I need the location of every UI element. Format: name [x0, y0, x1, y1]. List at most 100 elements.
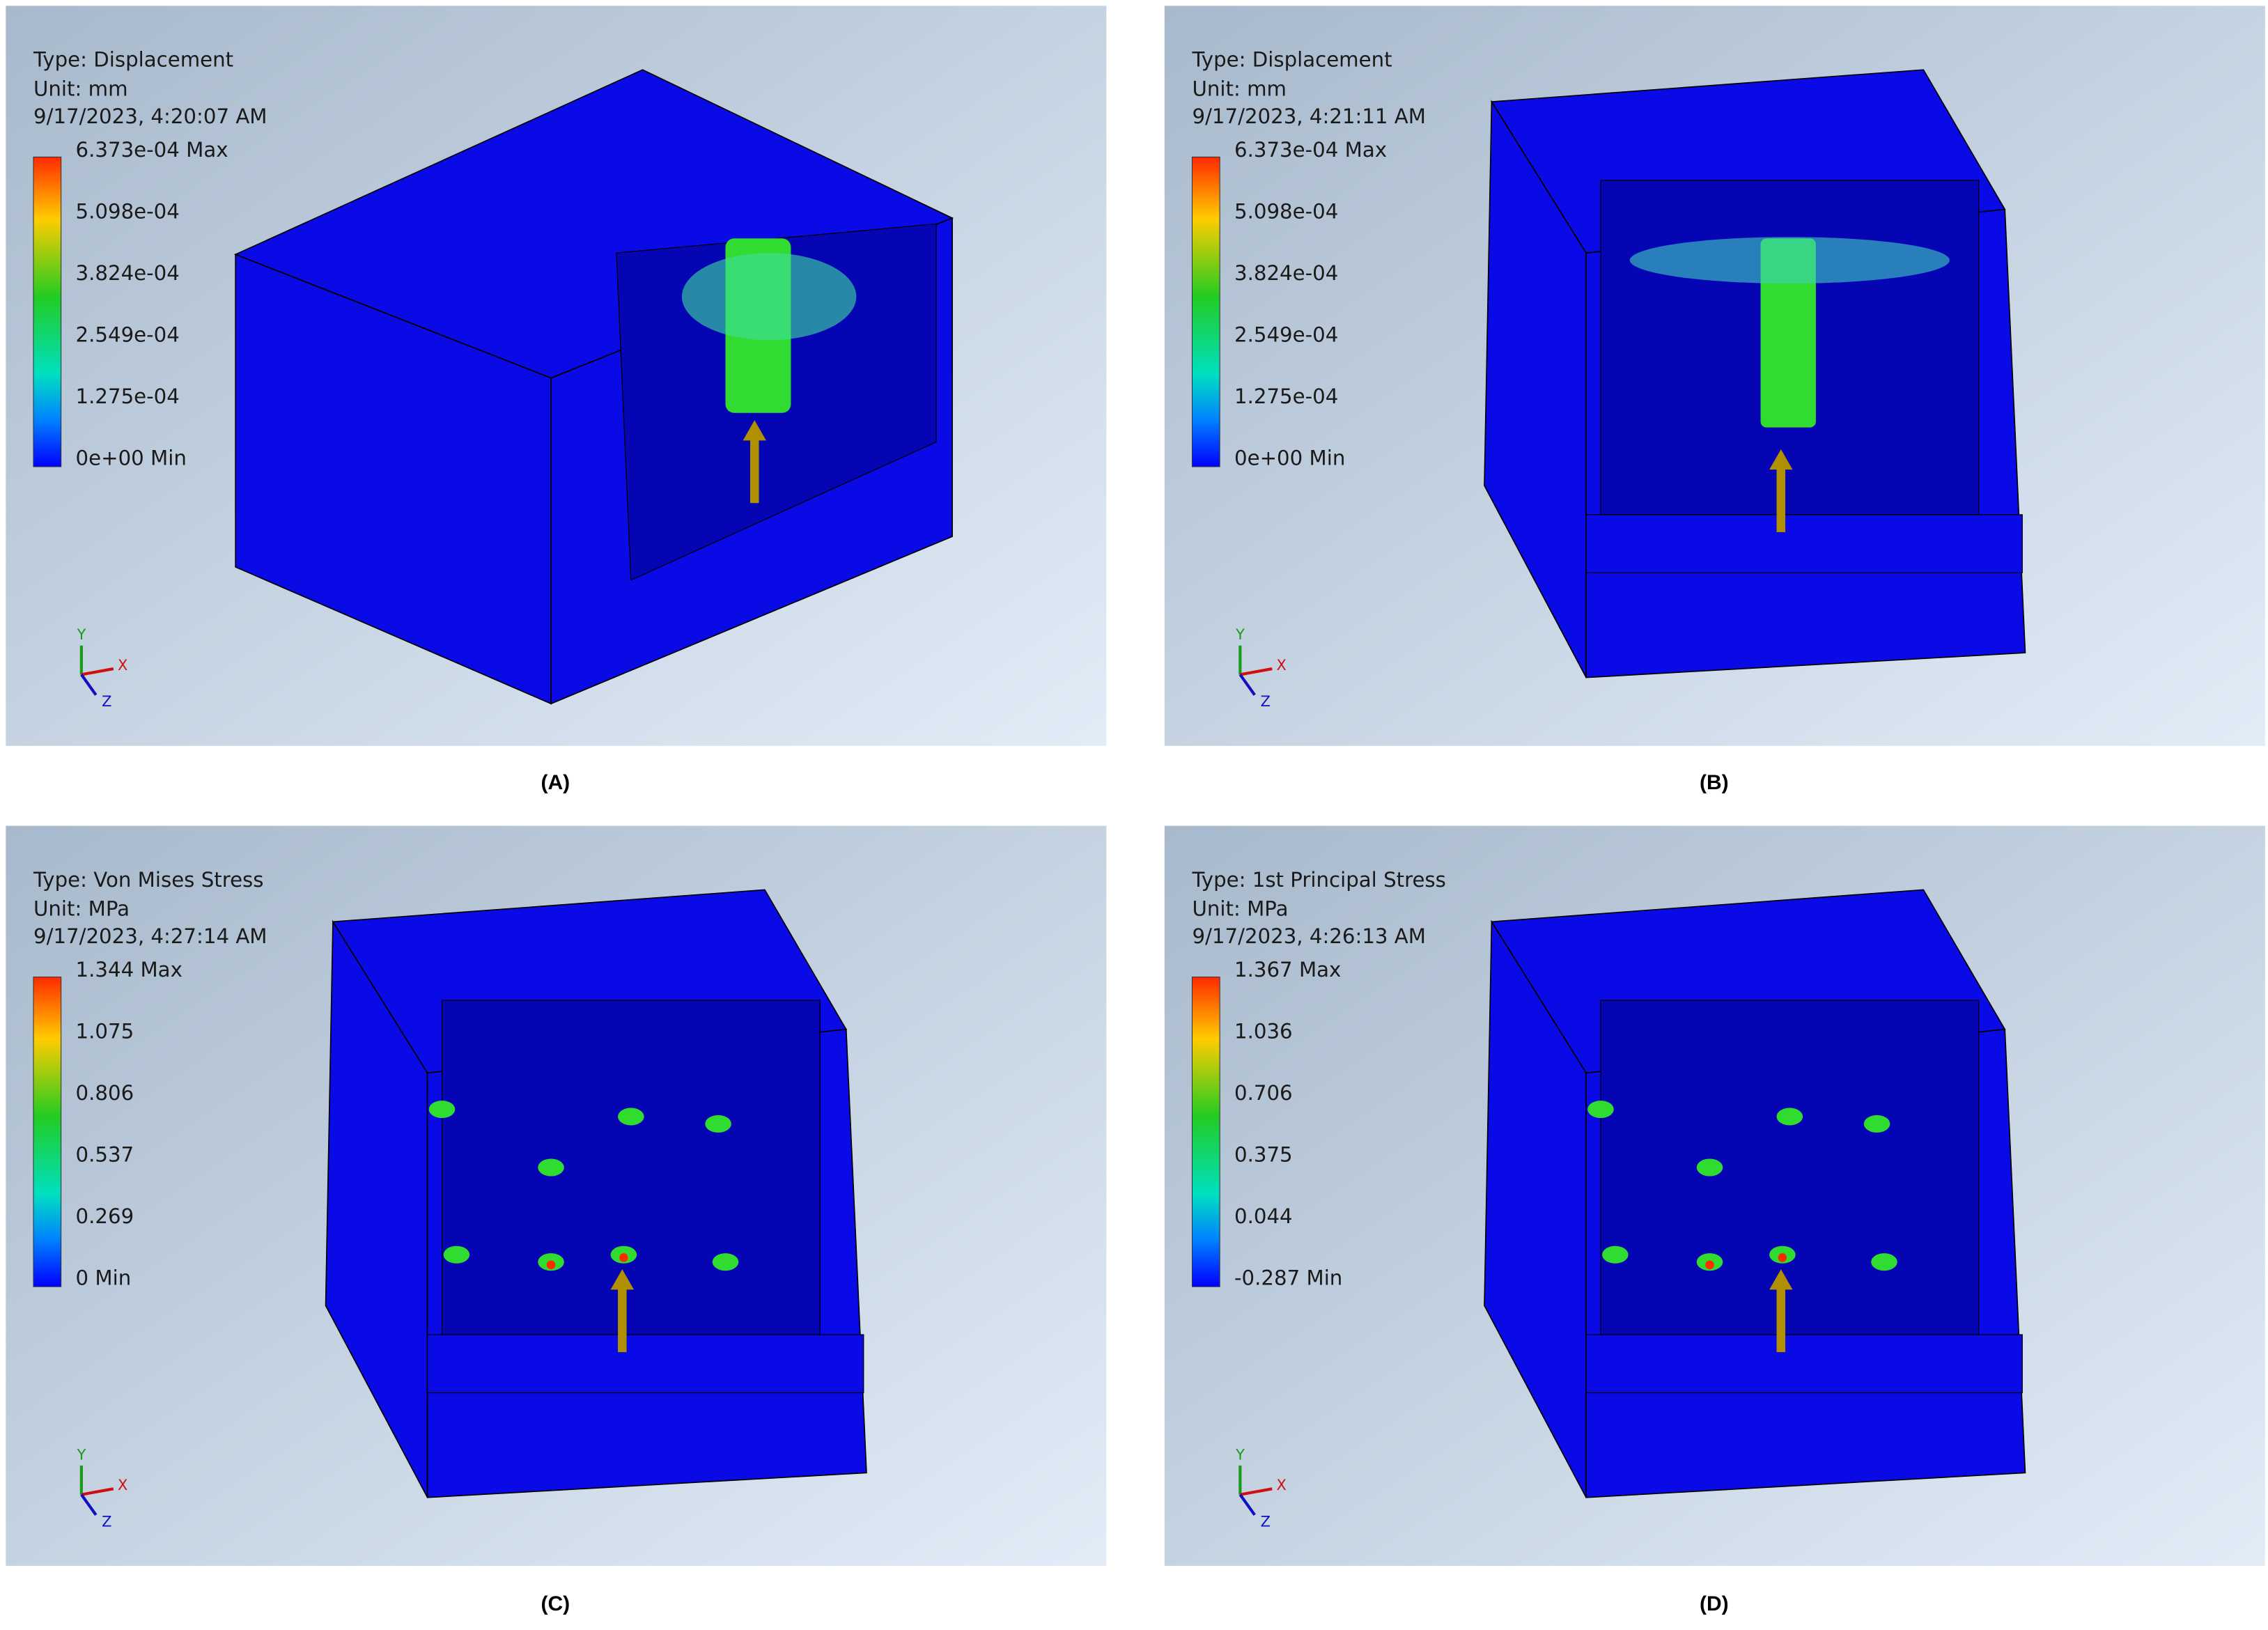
timestamp: 9/17/2023, 4:20:07 AM	[33, 104, 267, 128]
base	[1585, 1334, 2023, 1394]
result-type: Type: 1st Principal Stress	[1191, 868, 1445, 892]
axis-letter: Z	[102, 1513, 111, 1530]
stress-spot	[538, 1158, 564, 1177]
axis-letter: Z	[1261, 1513, 1271, 1530]
axis-x	[1239, 667, 1273, 676]
result-type: Type: Von Mises Stress	[33, 868, 263, 892]
legend-label: 0 Min	[76, 1266, 132, 1290]
legend-label: 0e+00 Min	[1234, 447, 1345, 470]
legend-label: 0.375	[1234, 1143, 1293, 1167]
timestamp: 9/17/2023, 4:26:13 AM	[1192, 924, 1426, 948]
color-bar	[1191, 977, 1220, 1287]
axis-letter: X	[1277, 657, 1287, 674]
base	[427, 1334, 864, 1394]
cavity	[441, 1000, 821, 1335]
legend-label: 0e+00 Min	[76, 447, 187, 470]
axis-z	[1238, 674, 1256, 696]
legend-label: 5.098e-04	[76, 200, 180, 224]
load-arrow-head	[1769, 449, 1793, 470]
load-arrow-shaft	[1776, 466, 1786, 532]
stress-spot	[428, 1100, 456, 1119]
result-unit: Unit: mm	[1192, 77, 1287, 100]
axis-x	[1239, 1487, 1273, 1496]
legend-label: 3.824e-04	[1234, 261, 1338, 285]
axis-letter: X	[118, 1477, 127, 1493]
stress-spot	[1602, 1245, 1629, 1264]
axis-letter: X	[1277, 1477, 1287, 1493]
panel: Type: Displacement Unit: mm 9/17/2023, 4:2…	[6, 6, 1107, 746]
color-bar	[1191, 156, 1220, 467]
result-type: Type: Displacement	[1191, 48, 1392, 72]
legend-label: 0.706	[1234, 1081, 1293, 1105]
axis-letter: Z	[102, 693, 111, 710]
legend-label: 1.036	[1234, 1020, 1293, 1043]
axis-x	[81, 667, 114, 676]
axis-letter: Y	[1235, 1446, 1245, 1463]
legend-label: 1.275e-04	[76, 385, 180, 408]
stress-peak	[1778, 1253, 1787, 1262]
result-type: Type: Displacement	[33, 48, 233, 72]
legend-label: 1.075	[76, 1020, 134, 1043]
caption: (D)	[1700, 1592, 1729, 1615]
axis-z	[80, 674, 98, 696]
legend-label: 0.269	[76, 1204, 134, 1228]
axis-letter: Y	[77, 1446, 86, 1463]
legend-label: 5.098e-04	[1234, 200, 1338, 224]
axis-letter: Z	[1261, 693, 1271, 710]
result-unit: Unit: mm	[33, 77, 128, 100]
load-arrow-head	[610, 1269, 635, 1290]
green-stem	[1760, 238, 1816, 428]
result-unit: Unit: MPa	[1192, 897, 1288, 921]
legend-label: 0.806	[76, 1081, 134, 1105]
stress-peak	[1705, 1260, 1714, 1270]
panel: Type: Von Mises Stress Unit: MPa 9/17/2023…	[6, 825, 1107, 1566]
stress-spot	[1696, 1158, 1723, 1177]
stress-spot	[1863, 1115, 1890, 1133]
color-bar	[33, 977, 62, 1287]
load-arrow-shaft	[618, 1287, 627, 1353]
base	[1585, 514, 2023, 573]
legend-label: 2.549e-04	[76, 323, 180, 347]
timestamp: 9/17/2023, 4:21:11 AM	[1192, 104, 1426, 128]
stress-peak	[619, 1253, 628, 1262]
legend-label: 1.275e-04	[1234, 385, 1338, 408]
load-arrow-head	[1769, 1269, 1793, 1290]
caption: (A)	[541, 771, 570, 794]
legend-label: 0.044	[1234, 1204, 1293, 1228]
stress-spot	[1871, 1253, 1897, 1271]
legend-label: 1.367 Max	[1234, 958, 1341, 981]
caption: (C)	[541, 1592, 570, 1615]
load-arrow-head	[743, 420, 766, 441]
axis-x	[81, 1487, 114, 1496]
stress-spot	[1587, 1100, 1614, 1119]
panel: Type: 1st Principal Stress Unit: MPa 9/17/…	[1164, 825, 2265, 1566]
caption: (B)	[1700, 771, 1729, 794]
stress-spot	[705, 1115, 731, 1133]
legend-label: 2.549e-04	[1234, 323, 1338, 347]
panel: Type: Displacement Unit: mm 9/17/2023, 4:2…	[1164, 6, 2265, 746]
green-glow	[681, 253, 857, 341]
stress-spot	[712, 1253, 739, 1271]
legend-label: 3.824e-04	[76, 261, 180, 285]
cavity	[1600, 1000, 1980, 1335]
load-arrow-shaft	[1776, 1287, 1786, 1353]
axis-letter: Y	[1235, 626, 1245, 643]
green-glow	[1629, 237, 1950, 284]
axis-letter: Y	[77, 626, 86, 643]
timestamp: 9/17/2023, 4:27:14 AM	[33, 924, 267, 948]
legend-label: 6.373e-04 Max	[1234, 138, 1387, 162]
color-bar	[33, 156, 62, 467]
legend-label: -0.287 Min	[1234, 1266, 1342, 1290]
stress-peak	[546, 1260, 556, 1270]
axis-z	[80, 1493, 98, 1516]
legend-label: 0.537	[76, 1143, 134, 1167]
load-arrow-shaft	[749, 437, 759, 504]
stress-spot	[618, 1108, 644, 1126]
axis-z	[1238, 1493, 1256, 1516]
stress-spot	[443, 1245, 470, 1264]
result-unit: Unit: MPa	[33, 897, 130, 921]
axis-letter: X	[118, 657, 127, 674]
stress-spot	[1776, 1108, 1803, 1126]
